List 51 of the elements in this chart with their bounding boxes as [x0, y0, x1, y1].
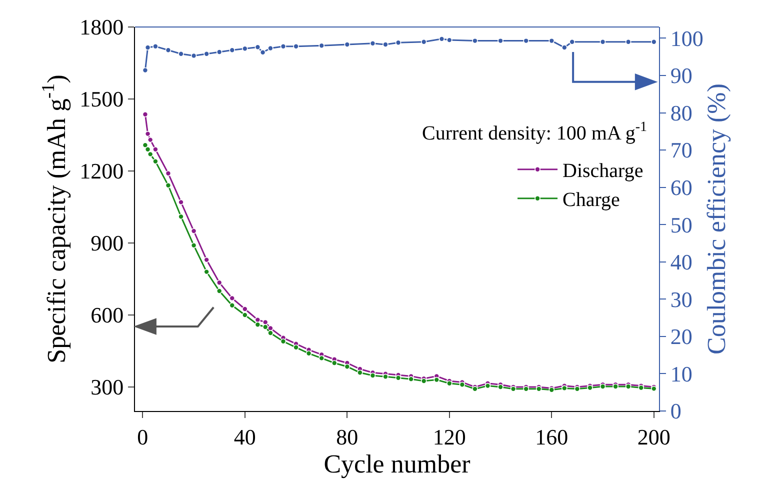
- y2-tick-label: 80: [670, 100, 692, 126]
- y2-tick-label: 100: [670, 26, 704, 51]
- y2-tick-label: 30: [670, 286, 692, 312]
- x-tick-label: 160: [535, 424, 568, 450]
- annotation: Current density: 100 mA g$^{-1}$: [422, 120, 647, 144]
- point: [178, 214, 184, 220]
- point: [498, 384, 504, 390]
- x-tick-label: 80: [336, 424, 358, 450]
- y-tick-label: 900: [90, 230, 124, 256]
- point: [152, 158, 158, 164]
- legend-label: Charge: [562, 189, 620, 212]
- y2-tick-label: 0: [670, 398, 682, 424]
- x-tick-label: 40: [234, 424, 256, 450]
- y-tick-label: 1500: [80, 86, 124, 112]
- y2-tick-label: 50: [670, 212, 692, 238]
- y-tick-label: 1200: [80, 158, 124, 184]
- point: [268, 330, 274, 336]
- point: [178, 199, 184, 206]
- point: [344, 42, 350, 48]
- point: [420, 378, 427, 384]
- y2-tick-label: 90: [670, 63, 692, 88]
- point: [331, 360, 338, 366]
- point: [242, 306, 248, 312]
- point: [569, 39, 575, 45]
- point: [254, 322, 261, 328]
- point: [229, 302, 236, 308]
- x-tick-label: 200: [637, 424, 670, 450]
- y2-axis-title: Coulombic efficiency (%): [702, 84, 732, 354]
- y2-tick-label: 70: [670, 138, 692, 163]
- legend-label: Discharge: [562, 160, 644, 182]
- point: [408, 376, 414, 382]
- y2-tick-label: 20: [670, 324, 692, 350]
- point: [262, 324, 268, 330]
- point: [382, 42, 388, 48]
- point: [357, 370, 363, 376]
- x-tick-label: 120: [432, 424, 466, 450]
- y2-tick-label: 60: [670, 175, 692, 200]
- y2-tick-label: 40: [670, 250, 692, 275]
- y-tick-label: 1800: [80, 14, 124, 40]
- point: [370, 372, 376, 378]
- point: [459, 382, 466, 388]
- y-tick-label: 600: [90, 302, 124, 328]
- x-axis-title: Cycle number: [324, 449, 471, 478]
- y-tick-label: 300: [90, 374, 124, 400]
- point: [216, 49, 222, 55]
- y2-tick-label: 10: [670, 361, 692, 386]
- x-tick-label: 0: [137, 424, 148, 450]
- point: [562, 44, 568, 50]
- point: [344, 364, 350, 370]
- point: [242, 312, 248, 318]
- point: [152, 146, 158, 152]
